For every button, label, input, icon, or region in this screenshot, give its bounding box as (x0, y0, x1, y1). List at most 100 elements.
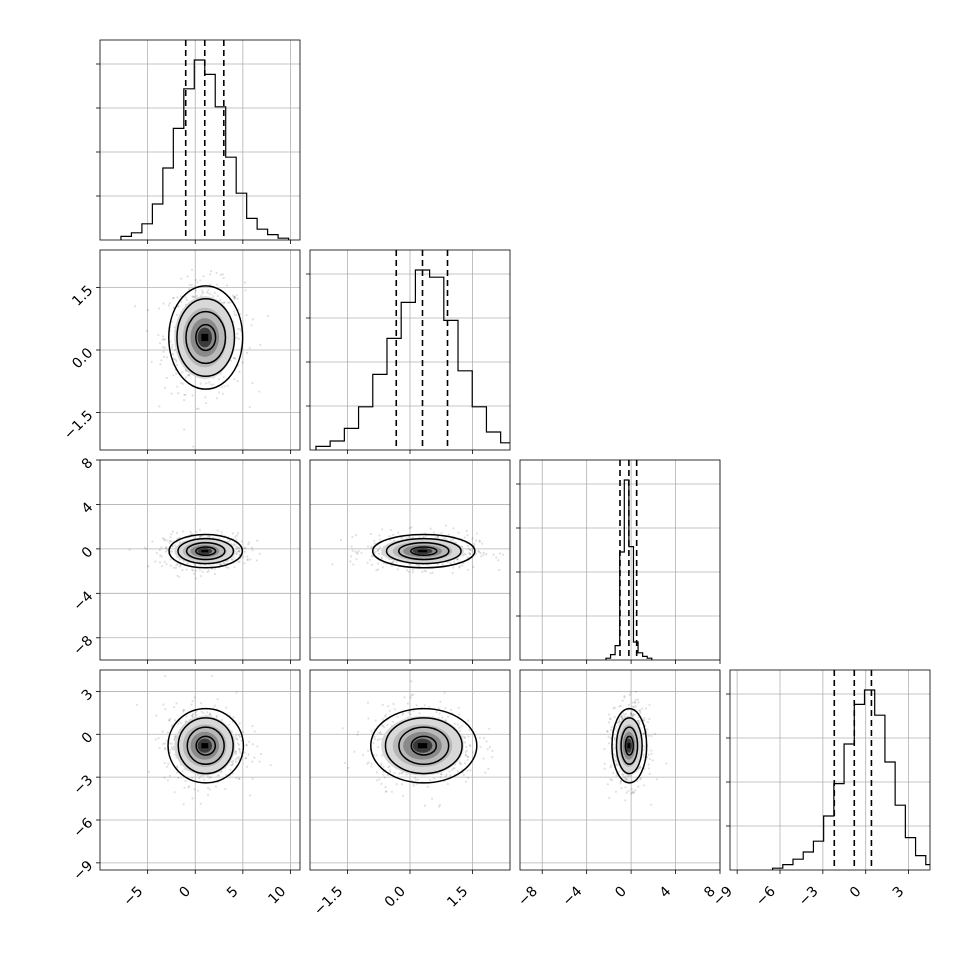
scatter-point (232, 310, 236, 313)
scatter-point (371, 555, 374, 558)
scatter-point (176, 722, 180, 725)
scatter-point (207, 535, 210, 538)
scatter-point (618, 721, 621, 724)
scatter-point (239, 751, 242, 755)
scatter-point (331, 563, 334, 566)
scatter-point (186, 374, 189, 377)
scatter-point (630, 792, 633, 795)
scatter-point (175, 360, 178, 363)
scatter-point (160, 555, 163, 558)
scatter-point (456, 558, 459, 561)
scatter-point (164, 675, 167, 678)
scatter-point (168, 742, 171, 745)
scatter-point (379, 538, 382, 541)
scatter-point (233, 566, 236, 569)
scatter-point (224, 787, 227, 791)
scatter-point (191, 268, 194, 271)
scatter-point (636, 698, 640, 701)
density-peak (201, 333, 209, 342)
scatter-point (418, 712, 421, 715)
scatter-point (238, 743, 241, 747)
scatter-point (406, 569, 409, 572)
scatter-point (501, 553, 505, 556)
panel-3-3: −9 −6 −3 0 3 (710, 669, 931, 909)
histogram-0 (120, 59, 290, 240)
panel-2-1 (309, 459, 511, 664)
scatter-point (603, 762, 606, 765)
contour-1 (620, 726, 639, 766)
scatter-point (351, 536, 354, 539)
scatter-point (248, 541, 251, 544)
scatter-point (236, 380, 239, 383)
x-tick-label: 0 (847, 884, 865, 902)
scatter-point (456, 770, 459, 773)
scatter-point (201, 289, 204, 292)
scatter-point (650, 803, 653, 806)
scatter-point (182, 710, 185, 713)
scatter-point (620, 715, 624, 718)
scatter-point (176, 766, 179, 769)
scatter-point (367, 717, 370, 720)
scatter-point (198, 535, 202, 538)
scatter-point (246, 351, 249, 354)
scatter-point (237, 734, 241, 737)
scatter-point (417, 564, 421, 567)
scatter-point (234, 357, 237, 360)
scatter-point (632, 713, 635, 717)
scatter-point (209, 714, 212, 717)
contour-2 (615, 717, 643, 775)
scatter-point (164, 546, 167, 549)
scatter-point (184, 376, 188, 379)
scatter-point (612, 707, 615, 710)
scatter-point (366, 701, 369, 704)
scatter-point (384, 715, 387, 718)
scatter-point (370, 765, 373, 768)
scatter-point (377, 746, 380, 749)
scatter-point (195, 294, 199, 298)
scatter-point (207, 289, 210, 292)
scatter-point (212, 295, 215, 298)
scatter-point (222, 376, 225, 379)
scatter-point (375, 569, 378, 572)
scatter-point (643, 784, 646, 787)
scatter-point (414, 778, 418, 781)
scatter-point (238, 777, 241, 781)
scatter-point (253, 730, 256, 733)
scatter-point (609, 736, 613, 739)
scatter-point (390, 790, 393, 793)
contour-3 (168, 285, 244, 390)
scatter-point (209, 776, 212, 779)
scatter-point (249, 794, 252, 797)
scatter-point (162, 335, 165, 338)
scatter-point (429, 572, 432, 575)
scatter-point (636, 780, 639, 783)
scatter-point (179, 722, 182, 725)
scatter-point (632, 791, 636, 794)
scatter-point (202, 275, 205, 278)
scatter-point (444, 719, 447, 722)
scatter-point (603, 767, 606, 770)
scatter-point (396, 715, 399, 719)
scatter-point (636, 768, 640, 771)
contour-0 (410, 546, 438, 557)
scatter-point (234, 736, 237, 739)
scatter-point (232, 295, 236, 299)
scatter-point (222, 561, 225, 565)
scatter-point (374, 719, 377, 722)
scatter-point (172, 352, 175, 356)
scatter-point (235, 553, 238, 556)
scatter-point (177, 776, 180, 780)
scatter-point (417, 778, 420, 781)
scatter-point (212, 383, 215, 386)
scatter-point (251, 318, 254, 321)
scatter-point (623, 696, 626, 699)
scatter-point (630, 787, 633, 791)
scatter-point (194, 577, 197, 580)
scatter-point (630, 712, 633, 716)
scatter-point (466, 755, 469, 758)
scatter-point (235, 336, 238, 339)
scatter-point (444, 707, 447, 710)
scatter-point (162, 703, 165, 706)
scatter-point (171, 346, 174, 349)
panel-3-1: −1.5 0.0 1.5 (309, 669, 511, 919)
